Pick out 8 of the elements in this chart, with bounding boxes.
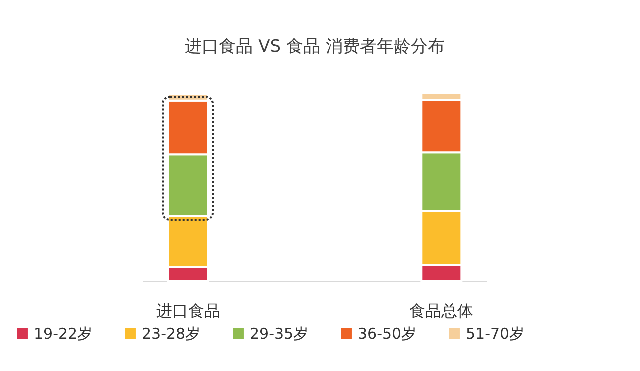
legend-label: 51-70岁: [466, 324, 525, 343]
x-tick-label: 进口食品: [156, 302, 220, 320]
legend-label: 23-28岁: [142, 324, 201, 343]
legend-label: 36-50岁: [358, 324, 417, 343]
legend-label: 19-22岁: [34, 324, 93, 343]
chart-title: 进口食品 VS 食品 消费者年龄分布: [185, 37, 445, 57]
x-tick-label: 食品总体: [410, 302, 474, 320]
legend-label: 29-35岁: [250, 324, 309, 343]
